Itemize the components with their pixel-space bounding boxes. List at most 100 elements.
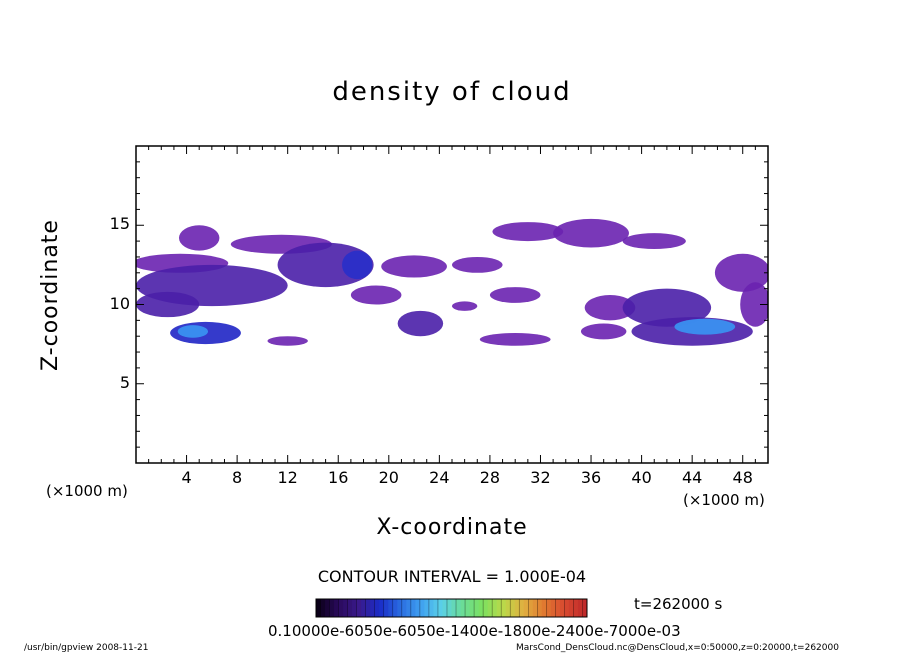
cloud-region-18 xyxy=(136,291,200,318)
colorbar-cell-36 xyxy=(478,599,484,617)
colorbar-cell-12 xyxy=(370,599,376,617)
axis-ticks xyxy=(135,145,769,464)
colorbar-cell-50 xyxy=(541,599,547,617)
colorbar-cell-32 xyxy=(460,599,466,617)
cloud-region-16 xyxy=(740,282,768,327)
colorbar-cell-55 xyxy=(564,599,570,617)
colorbar-cell-44 xyxy=(514,599,520,617)
colorbar-cell-47 xyxy=(528,599,534,617)
colorbar-cell-15 xyxy=(383,599,389,617)
x-tick-label-5: 24 xyxy=(429,468,450,487)
colorbar-cell-46 xyxy=(523,599,529,617)
cloud-region-15 xyxy=(714,253,768,292)
colorbar-cell-56 xyxy=(568,599,574,617)
colorbar-cell-28 xyxy=(442,599,448,617)
x-unit-right: (×1000 m) xyxy=(683,491,765,509)
colorbar-cell-7 xyxy=(347,599,353,617)
colorbar-cell-38 xyxy=(487,599,493,617)
colorbar-cell-42 xyxy=(505,599,511,617)
cloud-region-10 xyxy=(492,222,564,242)
colorbar-cell-29 xyxy=(446,599,452,617)
colorbar-cell-33 xyxy=(465,599,471,617)
cloud-region-25 xyxy=(177,325,209,338)
x-tick-label-6: 28 xyxy=(479,468,501,487)
colorbar-cell-16 xyxy=(388,599,394,617)
colorbar-cell-40 xyxy=(496,599,502,617)
colorbar-cell-51 xyxy=(546,599,552,617)
colorbar-cell-49 xyxy=(537,599,543,617)
colorbar-cell-2 xyxy=(325,599,331,617)
colorbar-cell-11 xyxy=(365,599,371,617)
colorbar-cell-54 xyxy=(559,599,565,617)
colorbar-cell-1 xyxy=(320,599,326,617)
colorbar-cell-4 xyxy=(334,599,340,617)
cloud-region-20 xyxy=(397,310,444,337)
colorbar-cell-59 xyxy=(582,599,588,617)
x-tick-label-10: 44 xyxy=(681,468,703,487)
y-axis-label: Z-coordinate xyxy=(38,219,63,371)
x-axis-label: X-coordinate xyxy=(376,515,528,540)
colorbar-cell-31 xyxy=(456,599,462,617)
colorbar-cell-18 xyxy=(397,599,403,617)
y-tick-label-0: 5 xyxy=(119,372,130,392)
cloud-region-26 xyxy=(674,318,736,335)
colorbar-cell-57 xyxy=(573,599,579,617)
colorbar-cell-13 xyxy=(374,599,380,617)
colorbar-cell-48 xyxy=(532,599,538,617)
cloud-region-23 xyxy=(342,250,373,280)
x-tick-label-1: 8 xyxy=(232,468,243,487)
cloud-region-3 xyxy=(350,285,402,305)
colorbar-cell-27 xyxy=(437,599,443,617)
colorbar-frame xyxy=(315,598,588,618)
colorbar-cell-21 xyxy=(410,599,416,617)
x-tick-label-11: 48 xyxy=(732,468,753,487)
colorbar-cell-3 xyxy=(329,599,335,617)
cloud-region-21 xyxy=(622,288,712,327)
colorbar-cell-41 xyxy=(501,599,507,617)
colorbar-cell-9 xyxy=(356,599,362,617)
colorbar-labels: 0.10000e-6050e-6050e-1400e-1800e-2400e-7… xyxy=(268,622,681,640)
chart-title: density of cloud xyxy=(332,77,572,107)
footer-left: /usr/bin/gpview 2008-11-21 xyxy=(24,643,149,653)
contour-interval: CONTOUR INTERVAL = 1.000E-04 xyxy=(317,567,587,586)
colorbar-cell-25 xyxy=(428,599,434,617)
colorbar-cell-39 xyxy=(492,599,498,617)
colorbar-cell-17 xyxy=(392,599,398,617)
colorbar-cell-58 xyxy=(577,599,583,617)
cloud-region-4 xyxy=(267,336,308,346)
colorbar-cell-0 xyxy=(316,599,322,617)
colorbar-cell-6 xyxy=(343,599,349,617)
cloud-region-12 xyxy=(622,233,686,250)
colorbar-cell-20 xyxy=(406,599,412,617)
colorbar-cell-37 xyxy=(483,599,489,617)
time-label: t=262000 s xyxy=(634,595,723,613)
x-tick-label-3: 16 xyxy=(328,468,349,487)
cloud-density-field xyxy=(136,218,768,346)
colorbar-cell-14 xyxy=(379,599,385,617)
cloud-region-13 xyxy=(584,294,636,321)
cloud-region-8 xyxy=(479,333,551,346)
cloud-region-5 xyxy=(381,255,447,278)
colorbar-cell-26 xyxy=(433,599,439,617)
colorbar-cell-30 xyxy=(451,599,457,617)
cloud-region-6 xyxy=(452,256,503,273)
x-tick-label-2: 12 xyxy=(277,468,298,487)
cloud-region-14 xyxy=(580,323,627,340)
colorbar-cell-24 xyxy=(424,599,430,617)
cloud-region-11 xyxy=(553,218,629,248)
footer-right: MarsCond_DensCloud.nc@DensCloud,x=0:5000… xyxy=(516,643,839,653)
colorbar-cell-23 xyxy=(419,599,425,617)
x-tick-label-0: 4 xyxy=(181,468,192,487)
colorbar-cell-5 xyxy=(338,599,344,617)
colorbar-cell-52 xyxy=(550,599,556,617)
colorbar-cell-34 xyxy=(469,599,475,617)
x-tick-label-4: 20 xyxy=(378,468,399,487)
colorbar-cell-22 xyxy=(415,599,421,617)
colorbar xyxy=(315,598,588,618)
colorbar-cell-45 xyxy=(519,599,525,617)
y-tick-label-1: 10 xyxy=(109,293,130,313)
cloud-region-1 xyxy=(178,225,220,251)
colorbar-cell-35 xyxy=(474,599,480,617)
colorbar-cell-10 xyxy=(361,599,367,617)
